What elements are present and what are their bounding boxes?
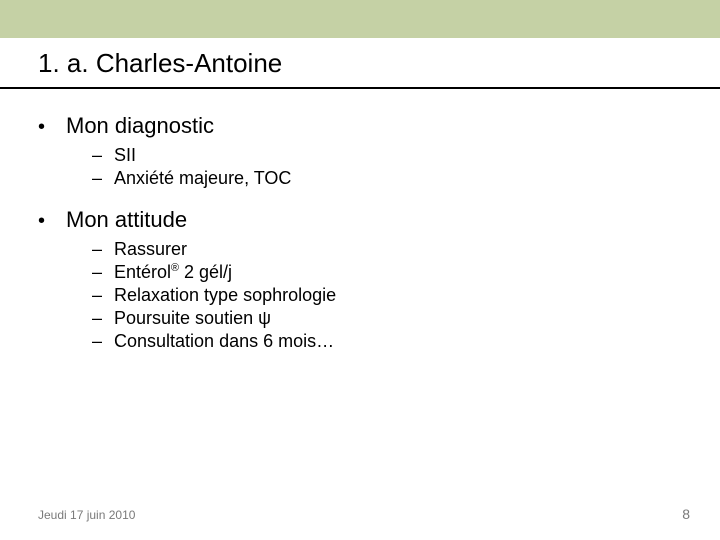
header-band xyxy=(0,0,720,38)
dash-glyph: – xyxy=(92,239,114,260)
slide-title: 1. a. Charles-Antoine xyxy=(38,48,720,79)
dash-glyph: – xyxy=(92,285,114,306)
heading-text: Mon diagnostic xyxy=(66,113,214,139)
title-area: 1. a. Charles-Antoine xyxy=(0,38,720,87)
bullet-level2: – SII xyxy=(92,145,720,166)
dash-glyph: – xyxy=(92,262,114,283)
heading-text: Mon attitude xyxy=(66,207,187,233)
dash-glyph: – xyxy=(92,145,114,166)
content-area: • Mon diagnostic – SII – Anxiété majeure… xyxy=(0,89,720,352)
bullet-glyph: • xyxy=(38,116,66,139)
dash-glyph: – xyxy=(92,308,114,329)
item-text: Anxiété majeure, TOC xyxy=(114,168,291,189)
bullet-level2: – Rassurer xyxy=(92,239,720,260)
item-text: SII xyxy=(114,145,136,166)
bullet-level2: – Relaxation type sophrologie xyxy=(92,285,720,306)
bullet-level2: – Anxiété majeure, TOC xyxy=(92,168,720,189)
registered-mark: ® xyxy=(171,262,179,274)
item-text: Consultation dans 6 mois… xyxy=(114,331,334,352)
dash-glyph: – xyxy=(92,168,114,189)
item-text: Poursuite soutien ψ xyxy=(114,308,271,329)
psi-symbol: ψ xyxy=(258,308,271,328)
item-text: Rassurer xyxy=(114,239,187,260)
bullet-level2: – Consultation dans 6 mois… xyxy=(92,331,720,352)
page-number: 8 xyxy=(682,506,690,522)
bullet-level2: – Poursuite soutien ψ xyxy=(92,308,720,329)
item-text: Relaxation type sophrologie xyxy=(114,285,336,306)
footer: Jeudi 17 juin 2010 8 xyxy=(38,506,690,522)
bullet-level1: • Mon diagnostic xyxy=(38,113,720,139)
dash-glyph: – xyxy=(92,331,114,352)
bullet-glyph: • xyxy=(38,210,66,233)
footer-date: Jeudi 17 juin 2010 xyxy=(38,508,135,522)
bullet-level1: • Mon attitude xyxy=(38,207,720,233)
item-text: Entérol® 2 gél/j xyxy=(114,262,232,283)
bullet-level2: – Entérol® 2 gél/j xyxy=(92,262,720,283)
